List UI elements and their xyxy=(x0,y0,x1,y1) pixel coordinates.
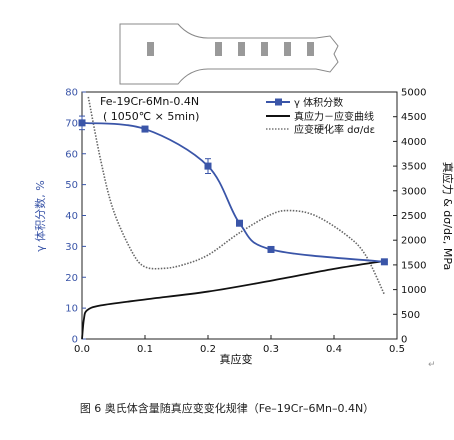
data-point-gamma xyxy=(267,245,275,253)
series-layer xyxy=(78,96,388,340)
x-tick-label: 0.1 xyxy=(137,344,153,355)
y-right-tick-label: 3500 xyxy=(401,162,426,173)
y-left-tick-label: 80 xyxy=(65,88,78,99)
legend-marker-gamma xyxy=(275,98,282,106)
ticks-layer: 0.0 0.1 0.2 0.3 0.4 0.50102030405060708005001… xyxy=(65,88,426,356)
data-point-gamma xyxy=(236,219,243,227)
chart-annotation-alloy: Fe-19Cr-6Mn-0.4N xyxy=(100,95,199,108)
x-tick-label: 0.4 xyxy=(326,344,342,355)
y-left-tick-label: 60 xyxy=(65,149,78,160)
x-axis-title: 真应变 xyxy=(220,352,253,366)
y-right-tick-label: 2500 xyxy=(401,211,426,222)
y-left-tick-label: 40 xyxy=(65,211,78,222)
x-tick-label: 0.0 xyxy=(74,344,90,355)
y-axis-title-left: γ 体积分数, % xyxy=(33,180,47,251)
y-right-tick-label: 4000 xyxy=(401,137,426,148)
y-left-tick-label: 30 xyxy=(65,242,78,253)
data-point-gamma xyxy=(380,258,388,266)
y-left-tick-label: 70 xyxy=(65,118,78,129)
data-point-gamma xyxy=(204,162,212,170)
legend-label-hardening: 应变硬化率 dσ/dε xyxy=(294,123,375,136)
y-right-tick-label: 3000 xyxy=(401,186,426,197)
legend-label-gamma: γ 体积分数 xyxy=(294,96,343,109)
figure-caption: 图 6 奥氏体含量随真应变变化规律（Fe–19Cr–6Mn–0.4N） xyxy=(79,402,375,415)
series-line-true-stress xyxy=(81,260,385,340)
y-right-tick-label: 1000 xyxy=(401,285,426,296)
x-tick-label: 0.5 xyxy=(389,344,405,355)
x-tick-label: 0.2 xyxy=(200,344,216,355)
y-axis-title-right: 真应力 & dσ/dε, MPa xyxy=(441,162,454,271)
series-line-hardening-rate xyxy=(87,96,386,295)
return-mark-icon: ↵ xyxy=(428,360,436,370)
series-line-gamma-fraction xyxy=(81,121,385,263)
y-right-tick-label: 5000 xyxy=(401,88,426,99)
y-left-tick-label: 10 xyxy=(65,304,78,315)
x-tick-label: 0.3 xyxy=(263,344,279,355)
y-left-tick-label: 20 xyxy=(65,273,78,284)
specimen-sketch-icon xyxy=(119,23,339,85)
y-right-tick-label: 500 xyxy=(401,310,420,321)
legend: γ 体积分数 真应力－应变曲线 应变硬化率 dσ/dε xyxy=(266,96,375,136)
y-right-tick-label: 2000 xyxy=(401,236,426,247)
y-left-tick-label: 0 xyxy=(72,335,78,346)
data-point-gamma xyxy=(78,119,86,127)
y-right-tick-label: 4500 xyxy=(401,112,426,123)
data-point-gamma xyxy=(141,125,149,133)
y-right-tick-label: 1500 xyxy=(401,260,426,271)
chart-annotation-treatment: ( 1050℃ × 5min) xyxy=(103,110,199,123)
legend-label-stress: 真应力－应变曲线 xyxy=(294,110,374,123)
y-left-tick-label: 50 xyxy=(65,180,78,191)
y-right-tick-label: 0 xyxy=(401,335,407,346)
